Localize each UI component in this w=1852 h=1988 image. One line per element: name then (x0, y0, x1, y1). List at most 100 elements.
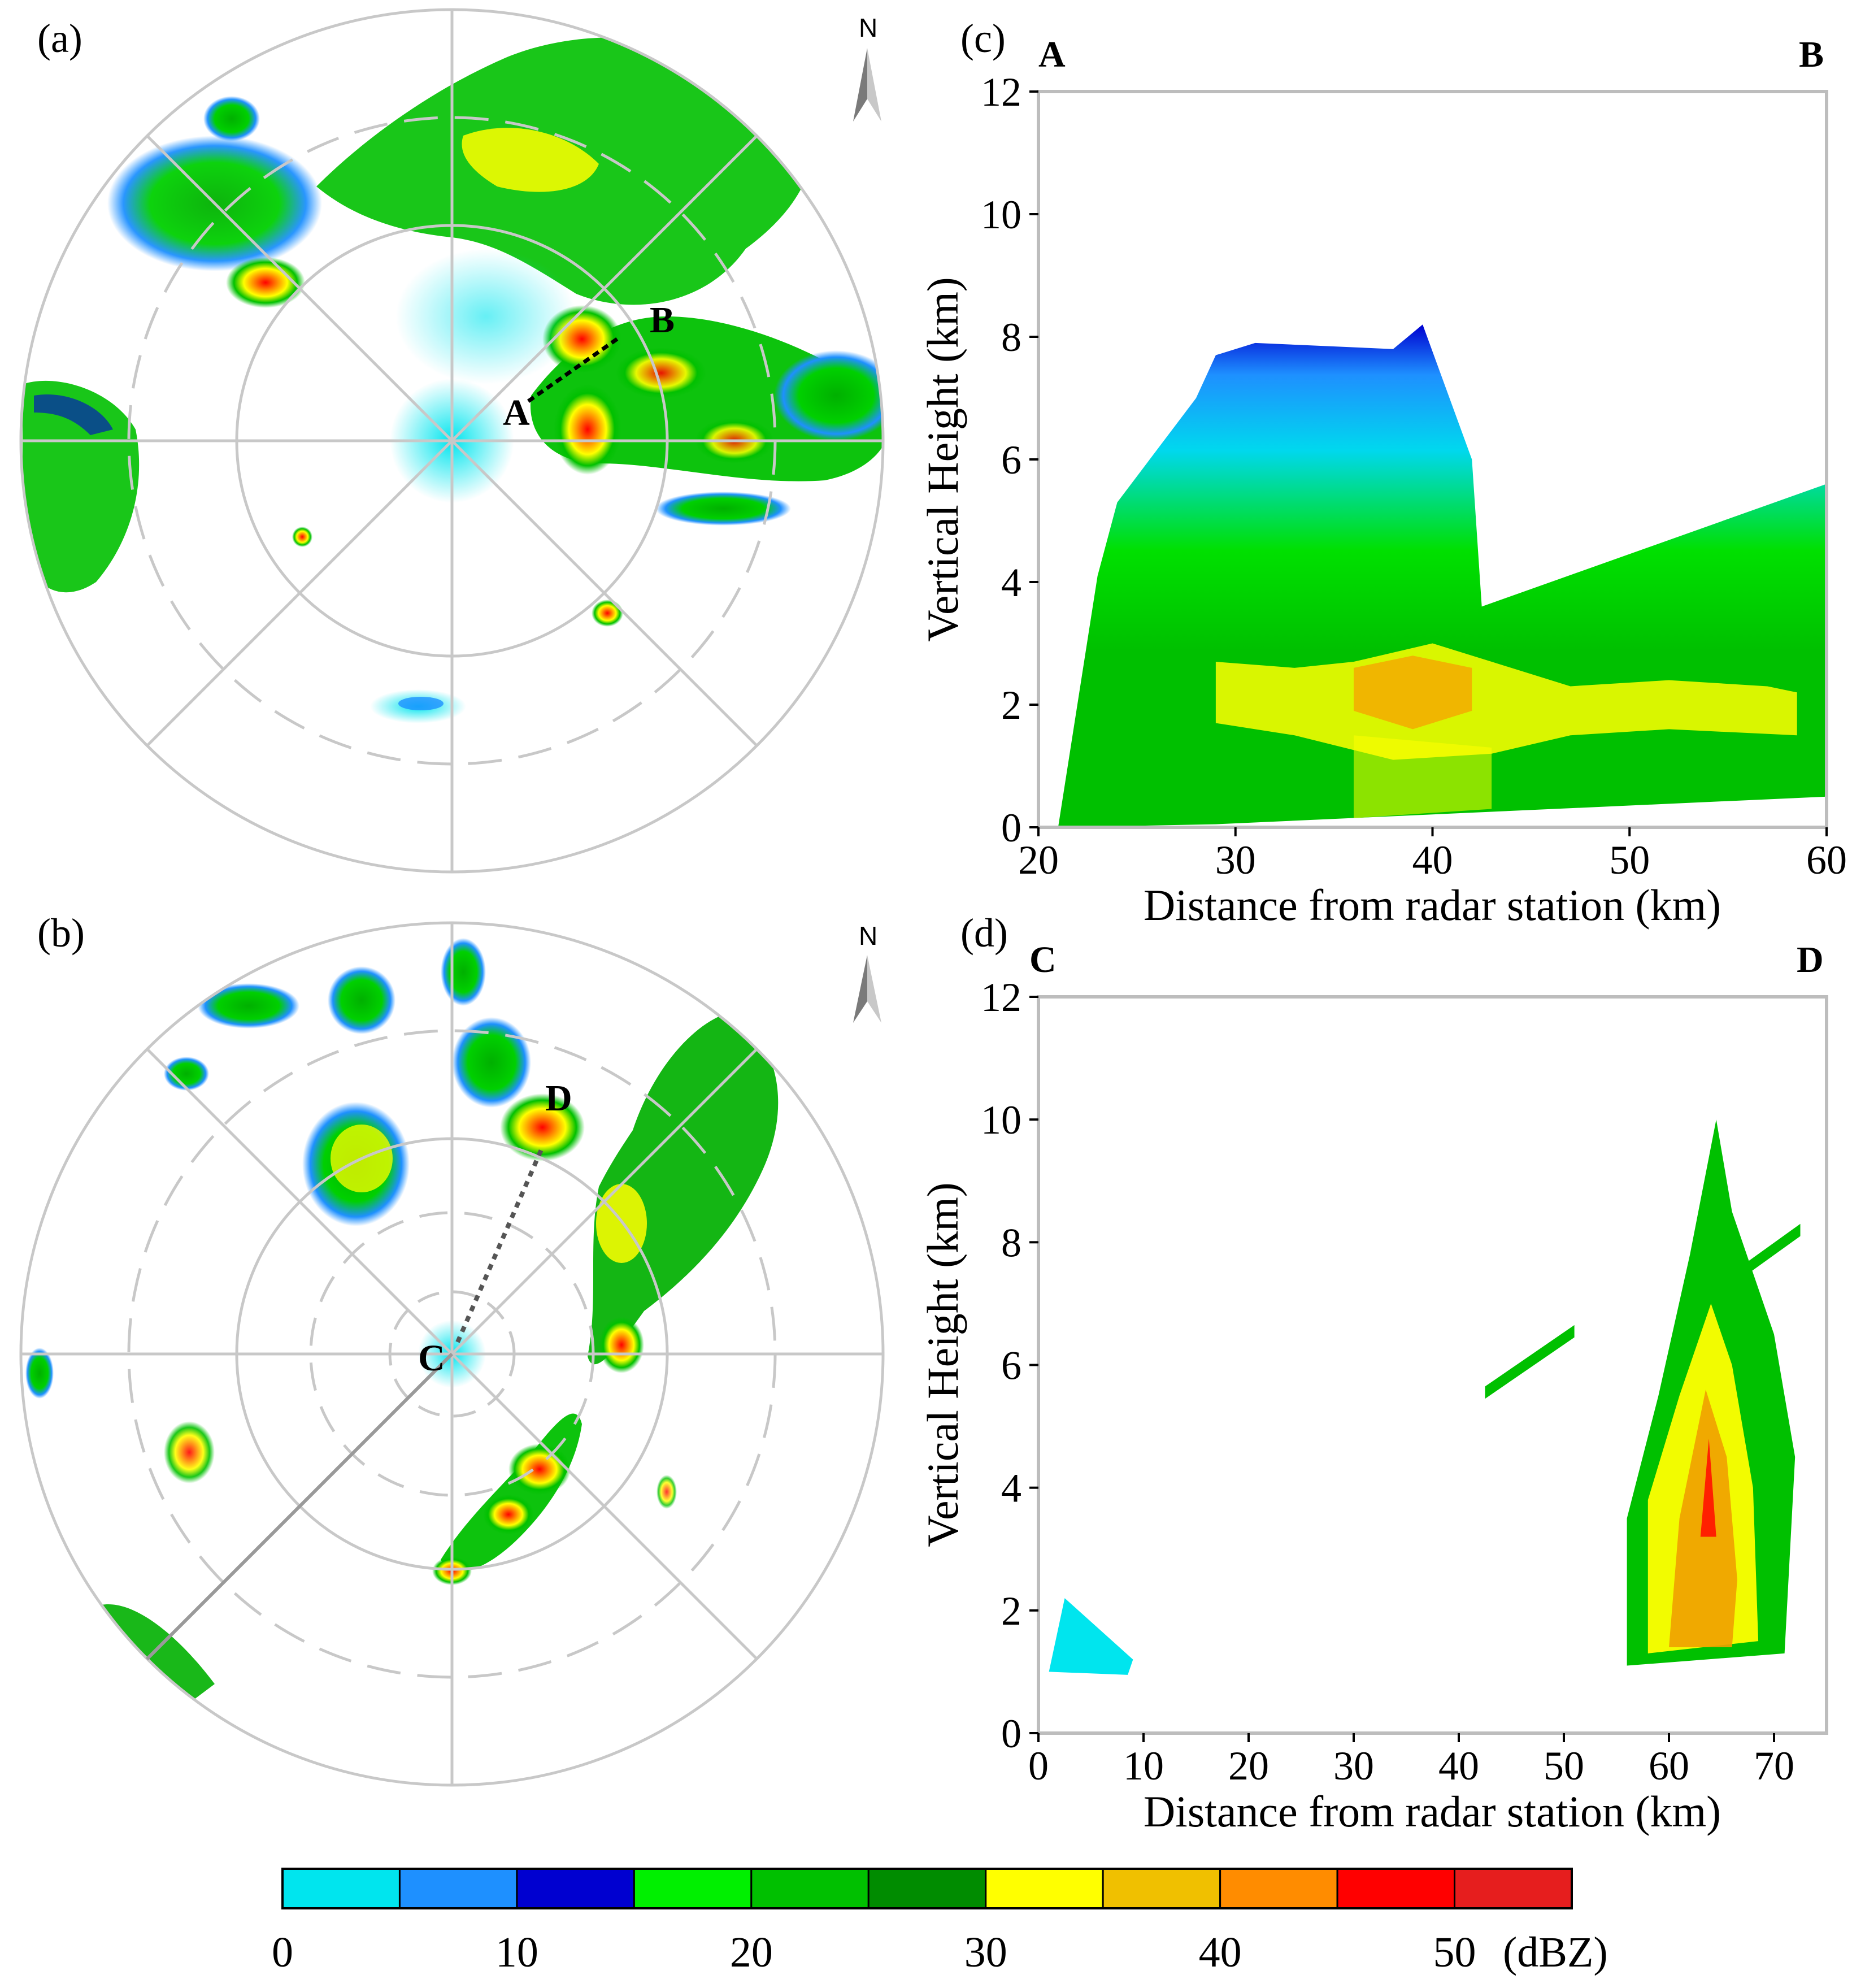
rhi-d-ytick-label: 12 (981, 975, 1021, 1020)
echo-nw-small (203, 96, 260, 141)
colorbar-frame (281, 1868, 1573, 1909)
echo-clutter-2 (395, 249, 576, 384)
rhi-c-xlabel: Distance from radar station (km) (1144, 880, 1721, 930)
rhi-c-ylabel: Vertical Height (km) (918, 277, 967, 641)
rhi-d-xlabel: Distance from radar station (km) (1144, 1787, 1721, 1836)
rhi-d-axes: 0 10 20 30 40 50 60 70 0 2 4 6 8 10 12 (981, 975, 1794, 1789)
echo-b-n-1 (198, 983, 299, 1028)
rhi-d-ytick-label: 6 (1001, 1343, 1021, 1388)
colorbar-swatch (985, 1868, 1104, 1909)
point-c-label: C (418, 1338, 445, 1379)
rhi-c-ytick-label: 2 (1001, 683, 1021, 728)
ppi-b-echoes (25, 938, 779, 1701)
rhi-d-ytick-label: 8 (1001, 1220, 1021, 1265)
echo-b-nw-small (164, 1057, 209, 1091)
echo-b-w-cell (164, 1421, 215, 1483)
echo-main-core-2 (554, 384, 621, 475)
colorbar-swatch (516, 1868, 635, 1909)
echo-nw-cell (226, 257, 305, 308)
rhi-c-ytick-label: 6 (1001, 437, 1021, 483)
section-line-ab (527, 336, 620, 403)
rhi-d-xtick-label: 70 (1754, 1743, 1794, 1789)
panel-c-label: (c) (960, 16, 1006, 61)
colorbar-ticks: 0 10 20 30 40 50 (272, 1929, 1476, 1976)
rhi-d-xtick-label: 10 (1123, 1743, 1164, 1789)
rhi-c-ytick-label: 12 (981, 70, 1021, 115)
echo-north-core (462, 128, 599, 192)
north-label-a: N (859, 13, 877, 42)
panel-a-label: (a) (37, 16, 82, 61)
colorbar-swatch (1102, 1868, 1221, 1909)
section-d-left-end: C (1029, 939, 1057, 980)
rhi-d-near-clutter (1049, 1598, 1133, 1675)
azimuth-a-nw-se (146, 134, 758, 747)
echo-b-n-3 (441, 938, 486, 1006)
rhi-d-xtick-label: 20 (1228, 1743, 1269, 1789)
rhi-d-xtick-label: 60 (1649, 1743, 1689, 1789)
rhi-c-xtick-label: 40 (1412, 837, 1453, 883)
rhi-c-core-max (1354, 656, 1472, 730)
rhi-c-ytick-label: 4 (1001, 560, 1021, 605)
colorbar-tick-label: 20 (730, 1929, 773, 1976)
colorbar-tick-label: 30 (964, 1929, 1007, 1976)
echo-b-south-core-2 (483, 1495, 534, 1534)
azimuth-b-sw-dark (145, 1352, 454, 1661)
rhi-d-echo (1049, 1119, 1801, 1675)
rhi-c-ytick-label: 0 (1001, 805, 1021, 850)
rhi-d-xtick-label: 0 (1028, 1743, 1049, 1789)
north-arrow-a-icon (853, 48, 867, 121)
section-d-right-end: D (1797, 939, 1824, 980)
ppi-a-echoes (23, 34, 883, 723)
rhi-d-xtick-label: 30 (1333, 1743, 1374, 1789)
rhi-c-low-layer (1354, 735, 1492, 818)
rhi-panel-c: (c) A B 20 30 40 50 60 0 2 4 6 8 10 12 Distance fro… (918, 16, 1847, 930)
rhi-c-ytick-label: 10 (981, 192, 1021, 237)
rhi-d-xtick-label: 40 (1438, 1743, 1479, 1789)
echo-se-band (655, 492, 791, 526)
rhi-d-ytick-label: 2 (1001, 1588, 1021, 1634)
section-c-right-end: B (1799, 34, 1824, 75)
colorbar-swatch (633, 1868, 753, 1909)
ppi-panel-b: (b) (19, 910, 885, 1787)
rhi-c-echo (1058, 324, 1827, 827)
north-arrow-b: N (853, 921, 881, 1023)
colorbar-tick-label: 0 (272, 1929, 293, 1976)
rhi-d-ytick-label: 4 (1001, 1466, 1021, 1511)
rhi-c-xtick-label: 20 (1018, 837, 1059, 883)
rhi-c-ytick-label: 8 (1001, 315, 1021, 360)
rhi-c-axes: 20 30 40 50 60 0 2 4 6 8 10 12 (981, 70, 1847, 883)
colorbar-swatch (867, 1868, 987, 1909)
rhi-d-xtick-label: 50 (1544, 1743, 1584, 1789)
echo-south-core (398, 697, 444, 710)
echo-b-n-4 (452, 1017, 531, 1108)
echo-b-w-edge (25, 1348, 54, 1399)
north-arrow-a: N (853, 13, 881, 121)
echo-west-edge (34, 394, 113, 435)
rhi-d-storm-red (1700, 1438, 1716, 1537)
colorbar-swatch (281, 1868, 401, 1909)
echo-sw-dot (292, 527, 312, 547)
rhi-d-ytick-label: 10 (981, 1097, 1021, 1143)
rhi-c-xtick-label: 60 (1806, 837, 1847, 883)
colorbar-swatch (1336, 1868, 1456, 1909)
rhi-d-streak (1485, 1325, 1575, 1399)
echo-b-d-cell (500, 1093, 585, 1161)
rhi-c-xtick-label: 50 (1609, 837, 1650, 883)
colorbar-swatch (750, 1868, 870, 1909)
echo-se-cell (592, 600, 623, 627)
colorbar: 0 10 20 30 40 50 (dBZ) (272, 1868, 1608, 1976)
colorbar-unit: (dBZ) (1503, 1929, 1608, 1976)
section-line-cd (455, 1146, 545, 1343)
colorbar-tick-label: 50 (1433, 1929, 1476, 1976)
echo-main-core-3 (616, 348, 706, 398)
panel-d-label: (d) (960, 910, 1008, 956)
section-c-left-end: A (1038, 34, 1066, 75)
north-label-b: N (859, 921, 877, 950)
ppi-panel-a: (a) (19, 8, 885, 874)
rhi-panel-d: (d) C D 0 10 20 30 40 50 60 70 0 2 4 6 8 10 12 Distanc… (918, 910, 1828, 1836)
echo-east-edge (774, 350, 883, 441)
echo-b-south-line (441, 1413, 582, 1572)
echo-b-n-2 (328, 966, 395, 1034)
colorbar-tick-label: 10 (495, 1929, 538, 1976)
